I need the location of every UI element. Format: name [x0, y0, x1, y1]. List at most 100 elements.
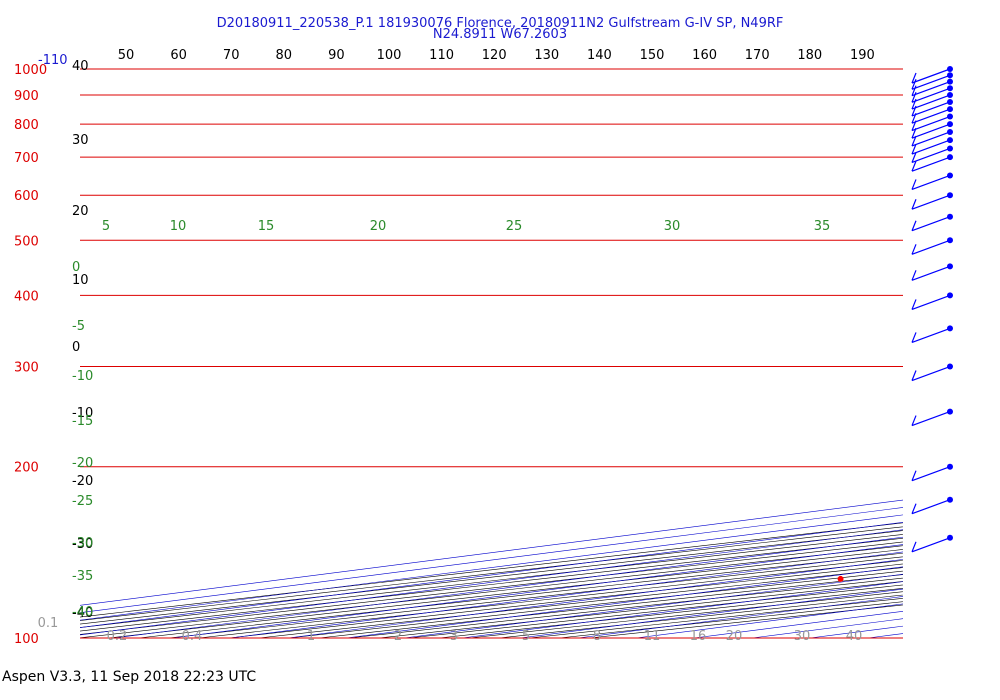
moist-adiabat-label: 15	[258, 219, 275, 234]
wind-barb-flag	[911, 105, 917, 117]
moist-adiabat-label: 5	[102, 219, 110, 234]
top-scale-label: 60	[170, 48, 187, 63]
wind-barb-flag	[911, 92, 917, 103]
isotherm-line	[80, 514, 903, 621]
wind-barb-flag	[911, 152, 917, 163]
moist-adiabat-label: -30	[72, 536, 93, 551]
top-scale-label: 120	[482, 48, 507, 63]
dry-adiabat-line	[499, 594, 903, 639]
isotherm-line	[80, 499, 903, 606]
temperature-point	[837, 575, 844, 582]
wind-barb-staff	[911, 499, 951, 515]
dry-adiabat-line	[80, 526, 903, 621]
pressure-tick-label: 400	[14, 289, 39, 304]
dry-adiabat-line	[138, 552, 903, 639]
wind-barb-flag	[911, 79, 917, 90]
isotherm-line	[926, 69, 1000, 638]
wind-barbs	[911, 66, 953, 553]
mixing-ratio-label: 30	[794, 629, 811, 644]
top-scale-label: 180	[797, 48, 822, 63]
moist-adiabat-label: -20	[72, 456, 93, 471]
moist-adiabat-label: 25	[506, 219, 523, 234]
top-scale-label: 140	[587, 48, 612, 63]
wind-barb-flag	[911, 199, 917, 210]
left-scale-label: 0	[72, 340, 80, 355]
dry-adiabat-line	[80, 522, 903, 618]
dry-adiabat-line	[228, 563, 903, 639]
isotherm-line	[462, 581, 903, 639]
wind-barb-staff	[911, 81, 951, 97]
wind-barb-staff	[911, 294, 951, 310]
wind-barb-flag	[911, 160, 917, 172]
dry-adiabat-line	[529, 598, 903, 639]
chart-title-line1: D20180911_220538_P.1 181930076 Florence,…	[216, 16, 784, 31]
moist-adiabat-label: 20	[370, 219, 387, 234]
moist-adiabat-label: 30	[664, 219, 681, 234]
top-scale-label: 90	[328, 48, 345, 63]
wind-barb-staff	[911, 139, 951, 155]
dry-adiabat-line	[409, 584, 903, 639]
dry-adiabat-line	[80, 530, 903, 625]
mixing-ratio-label: 5	[522, 629, 530, 644]
left-scale-label: 30	[72, 133, 89, 148]
mixing-ratio-label: 0.1	[38, 616, 59, 631]
isotherm-line	[984, 69, 1000, 638]
wind-barb-staff	[911, 131, 951, 147]
isotherm-line	[636, 603, 903, 639]
wind-barb-staff	[911, 94, 951, 110]
wind-barb-flag	[911, 143, 917, 155]
wind-barb-staff	[911, 194, 951, 210]
wind-barb-flag	[911, 244, 917, 255]
dry-adiabats	[80, 522, 903, 639]
isotherm-line	[80, 521, 903, 628]
wind-barb-staff	[911, 174, 951, 191]
wind-barb-flag	[911, 332, 917, 343]
moist-adiabat-label: 0	[72, 260, 80, 275]
left-scale-label: -20	[72, 474, 93, 489]
pressure-tick-label: 1000	[14, 63, 47, 78]
top-scale-label: 170	[745, 48, 770, 63]
dry-adiabat-line	[80, 545, 903, 639]
moist-adiabat-label: -35	[72, 569, 93, 584]
moist-adiabat-label: -5	[72, 319, 85, 334]
wind-barb-staff	[911, 365, 951, 382]
mixing-ratio-label: 2	[394, 629, 402, 644]
wind-barb-staff	[911, 68, 951, 84]
left-scale-label: -40	[72, 606, 93, 621]
wind-barb-staff	[911, 147, 951, 164]
dry-adiabat-line	[589, 604, 903, 639]
isotherm-line	[520, 588, 903, 639]
wind-barb-staff	[911, 115, 951, 132]
pressure-tick-label: 100	[14, 632, 39, 647]
top-scale-label: 110	[429, 48, 454, 63]
pressure-tick-label: 200	[14, 461, 39, 476]
top-scale-label: 100	[377, 48, 402, 63]
moist-adiabat-label: -10	[72, 369, 93, 384]
wind-barb-flag	[911, 220, 917, 231]
wind-barb-flag	[911, 541, 917, 553]
wind-barb-flag	[911, 127, 917, 139]
dry-adiabat-line	[108, 549, 903, 639]
wind-barb-staff	[911, 108, 951, 124]
wind-barb-staff	[911, 265, 951, 281]
left-scale-label: 20	[72, 204, 89, 219]
wind-barb-staff	[911, 537, 951, 553]
moist-adiabat-label: -40	[72, 605, 93, 620]
top-scale-label: 160	[692, 48, 717, 63]
wind-barb-flag	[911, 98, 917, 110]
mixing-ratio-label: 8	[593, 629, 601, 644]
wind-barb-flag	[911, 135, 917, 147]
pressure-tick-label: 700	[14, 151, 39, 166]
wind-barb-flag	[911, 415, 917, 426]
wind-barb-flag	[911, 179, 917, 190]
pressure-tick-label: 800	[14, 118, 39, 133]
wind-barb-staff	[911, 327, 951, 343]
top-scale-label: 70	[223, 48, 240, 63]
moist-adiabat-label: -15	[72, 414, 93, 429]
wind-barb-flag	[911, 85, 917, 96]
wind-barb-flag	[911, 112, 917, 124]
wind-barb-staff	[911, 239, 951, 255]
wind-barb-staff	[911, 74, 951, 90]
pressure-tick-label: 300	[14, 361, 39, 376]
